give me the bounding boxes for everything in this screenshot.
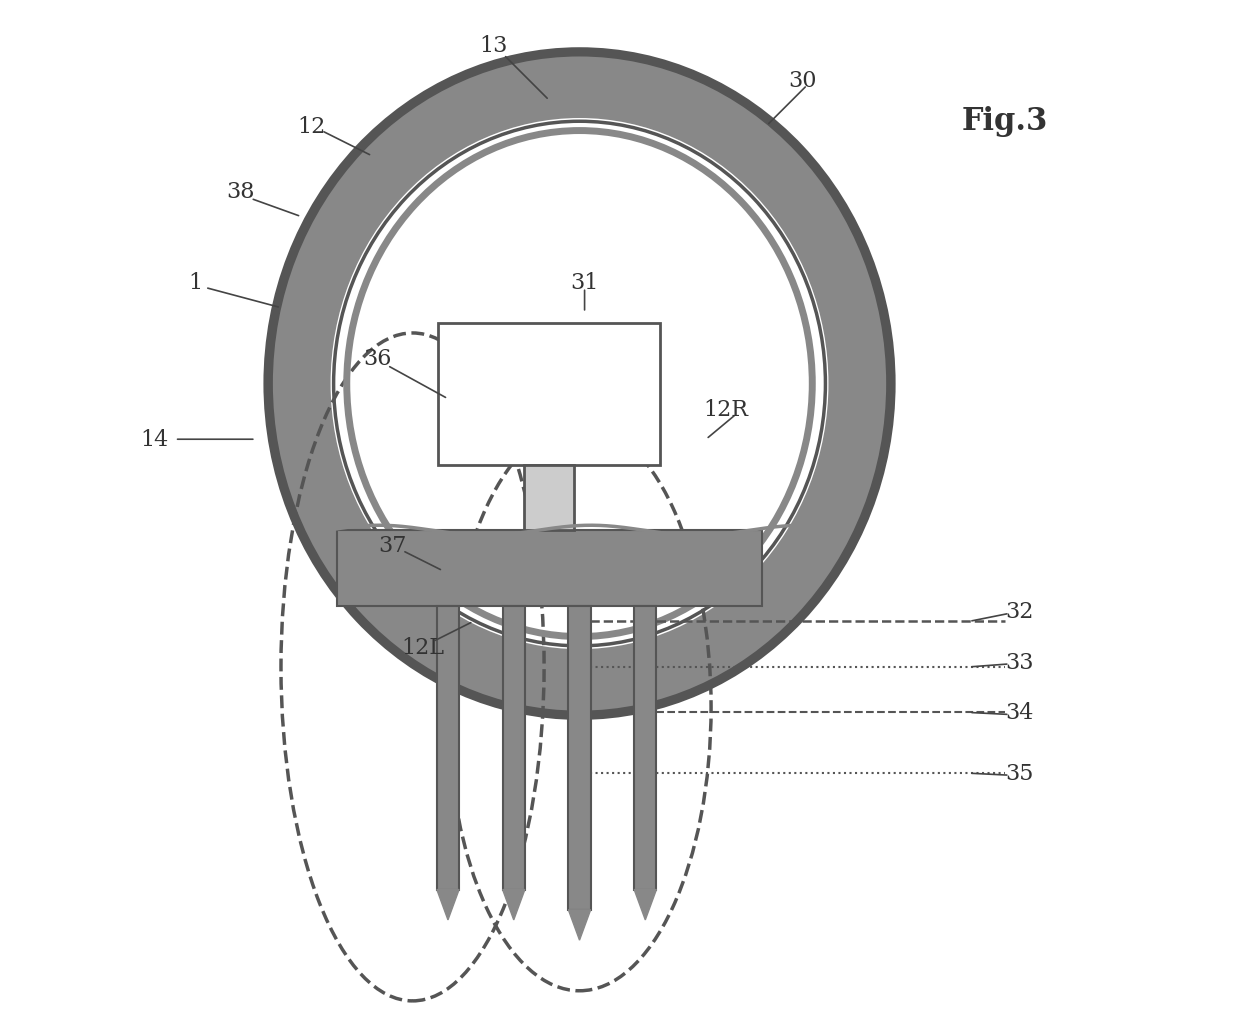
- Ellipse shape: [331, 119, 828, 649]
- Text: 12L: 12L: [402, 636, 444, 658]
- Text: 37: 37: [378, 535, 407, 557]
- Bar: [502, 607, 525, 890]
- Text: 34: 34: [1006, 702, 1034, 724]
- Polygon shape: [568, 910, 590, 940]
- Text: 32: 32: [1006, 601, 1034, 623]
- Text: Fig.3: Fig.3: [961, 106, 1048, 136]
- FancyBboxPatch shape: [336, 531, 761, 607]
- Bar: [438, 324, 661, 465]
- Text: 33: 33: [1006, 651, 1034, 673]
- Bar: [568, 607, 590, 910]
- Ellipse shape: [273, 58, 887, 711]
- Bar: [634, 607, 656, 890]
- Text: 36: 36: [363, 348, 392, 370]
- Bar: [436, 607, 459, 890]
- Text: 13: 13: [480, 34, 507, 57]
- Text: 38: 38: [226, 181, 254, 203]
- Polygon shape: [502, 890, 525, 920]
- Text: 30: 30: [787, 70, 816, 92]
- Text: 14: 14: [140, 429, 169, 451]
- Text: 35: 35: [1006, 762, 1034, 785]
- Bar: [523, 465, 574, 531]
- Polygon shape: [436, 890, 459, 920]
- Text: 1: 1: [188, 272, 202, 294]
- Text: 12R: 12R: [704, 398, 749, 421]
- Polygon shape: [634, 890, 656, 920]
- Text: 31: 31: [570, 272, 599, 294]
- Text: 12: 12: [298, 115, 325, 137]
